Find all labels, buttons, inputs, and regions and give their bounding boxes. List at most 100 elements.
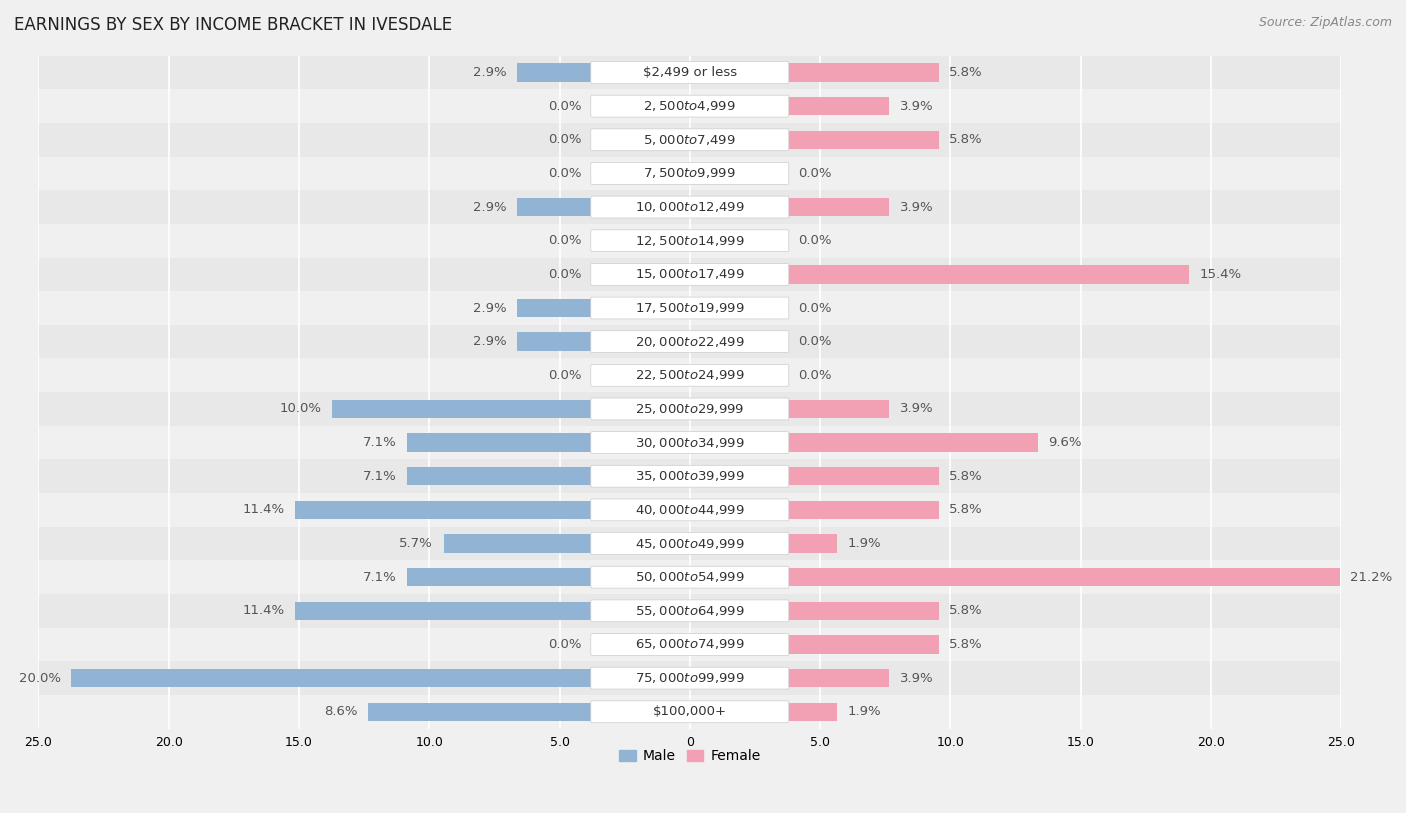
FancyBboxPatch shape [591,230,789,252]
Bar [787,534,837,553]
Text: 9.6%: 9.6% [1047,436,1081,449]
Text: $45,000 to $49,999: $45,000 to $49,999 [636,537,745,550]
FancyBboxPatch shape [591,364,789,386]
Bar [38,560,1341,594]
Text: 7.1%: 7.1% [363,571,396,584]
Text: 0.0%: 0.0% [799,302,831,315]
FancyBboxPatch shape [591,499,789,521]
FancyBboxPatch shape [591,566,789,588]
Bar [332,400,592,418]
Bar [295,602,592,620]
FancyBboxPatch shape [591,263,789,285]
FancyBboxPatch shape [591,667,789,689]
Text: 5.8%: 5.8% [949,66,983,79]
Bar [72,669,592,687]
Bar [516,198,592,216]
Text: 1.9%: 1.9% [848,537,882,550]
Bar [787,602,939,620]
Bar [38,157,1341,190]
Legend: Male, Female: Male, Female [613,744,766,769]
FancyBboxPatch shape [591,465,789,487]
Bar [787,63,939,82]
Text: 3.9%: 3.9% [900,672,934,685]
Bar [38,426,1341,459]
Text: 0.0%: 0.0% [799,167,831,180]
Bar [787,131,939,149]
Text: 3.9%: 3.9% [900,402,934,415]
Bar [444,534,592,553]
Bar [38,594,1341,628]
FancyBboxPatch shape [591,533,789,554]
Bar [38,695,1341,728]
Text: $10,000 to $12,499: $10,000 to $12,499 [636,200,745,214]
Bar [787,265,1188,284]
FancyBboxPatch shape [591,128,789,150]
Text: 1.9%: 1.9% [848,706,882,718]
Bar [38,258,1341,291]
Text: Source: ZipAtlas.com: Source: ZipAtlas.com [1258,16,1392,29]
Text: $100,000+: $100,000+ [652,706,727,718]
Text: 0.0%: 0.0% [799,335,831,348]
Bar [787,568,1340,586]
Bar [408,433,592,452]
Text: 21.2%: 21.2% [1350,571,1392,584]
Text: 5.8%: 5.8% [949,638,983,651]
Text: 5.8%: 5.8% [949,604,983,617]
Text: $30,000 to $34,999: $30,000 to $34,999 [636,436,745,450]
Text: 7.1%: 7.1% [363,436,396,449]
Text: 15.4%: 15.4% [1199,267,1241,280]
Bar [516,333,592,351]
Text: $25,000 to $29,999: $25,000 to $29,999 [636,402,745,416]
FancyBboxPatch shape [591,600,789,622]
Text: $20,000 to $22,499: $20,000 to $22,499 [636,335,745,349]
Text: 2.9%: 2.9% [472,66,506,79]
Bar [38,661,1341,695]
FancyBboxPatch shape [591,701,789,723]
Text: 2.9%: 2.9% [472,302,506,315]
Text: $5,000 to $7,499: $5,000 to $7,499 [644,133,737,147]
Text: $2,499 or less: $2,499 or less [643,66,737,79]
Bar [408,467,592,485]
FancyBboxPatch shape [591,633,789,655]
Text: 10.0%: 10.0% [280,402,321,415]
Bar [38,628,1341,661]
FancyBboxPatch shape [591,95,789,117]
Bar [38,291,1341,325]
Bar [408,568,592,586]
Bar [787,635,939,654]
Bar [787,400,889,418]
Text: $22,500 to $24,999: $22,500 to $24,999 [636,368,745,382]
Text: 0.0%: 0.0% [548,267,582,280]
Text: $55,000 to $64,999: $55,000 to $64,999 [636,604,745,618]
Text: $2,500 to $4,999: $2,500 to $4,999 [644,99,737,113]
FancyBboxPatch shape [591,62,789,84]
Text: $7,500 to $9,999: $7,500 to $9,999 [644,167,737,180]
Bar [787,97,889,115]
Bar [295,501,592,520]
Text: $35,000 to $39,999: $35,000 to $39,999 [636,469,745,483]
Bar [38,392,1341,426]
Bar [787,702,837,721]
FancyBboxPatch shape [591,398,789,420]
Text: 7.1%: 7.1% [363,470,396,483]
Text: EARNINGS BY SEX BY INCOME BRACKET IN IVESDALE: EARNINGS BY SEX BY INCOME BRACKET IN IVE… [14,16,453,34]
Bar [787,198,889,216]
Text: 0.0%: 0.0% [548,100,582,113]
Bar [787,433,1038,452]
Bar [38,89,1341,123]
Text: $17,500 to $19,999: $17,500 to $19,999 [636,301,745,315]
Text: $12,500 to $14,999: $12,500 to $14,999 [636,233,745,248]
Bar [787,501,939,520]
Text: 0.0%: 0.0% [548,638,582,651]
Bar [38,224,1341,258]
Bar [38,55,1341,89]
Bar [787,669,889,687]
Bar [516,63,592,82]
Text: 0.0%: 0.0% [548,167,582,180]
Text: 3.9%: 3.9% [900,100,934,113]
Text: 0.0%: 0.0% [548,234,582,247]
Text: 0.0%: 0.0% [799,369,831,382]
Text: $15,000 to $17,499: $15,000 to $17,499 [636,267,745,281]
Text: 8.6%: 8.6% [325,706,357,718]
Bar [38,190,1341,224]
